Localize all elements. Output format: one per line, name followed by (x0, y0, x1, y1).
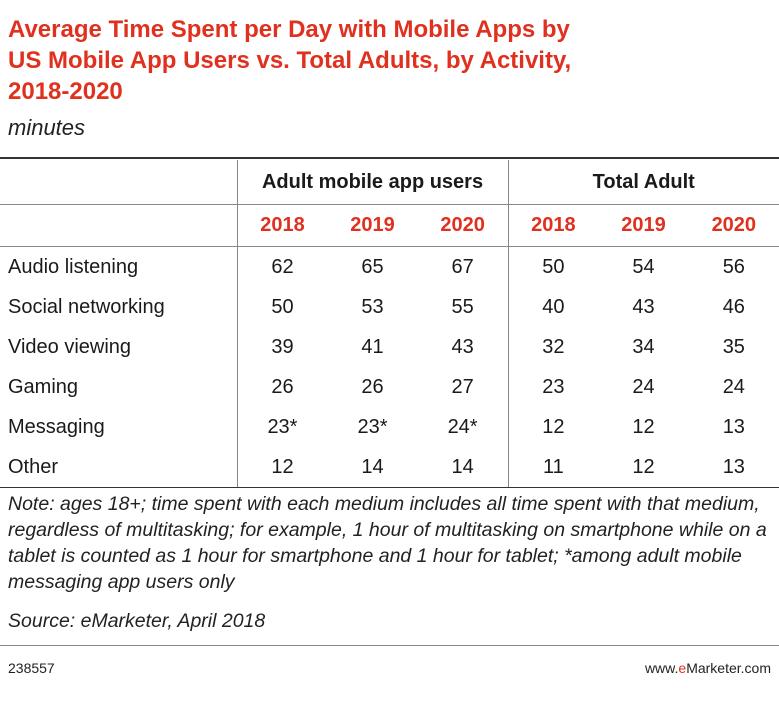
table-cell: 46 (722, 295, 745, 318)
year-header: 2020 (688, 204, 779, 247)
table-cell: 12 (236, 447, 328, 488)
year-header: 2018 (507, 204, 599, 247)
bottom-rule (0, 645, 779, 646)
table-cell: 26 (236, 367, 328, 407)
row-label: Messaging (8, 415, 105, 438)
table-cell: 13 (722, 415, 745, 438)
site-suffix: Marketer.com (686, 660, 771, 676)
table-row: Gaming 26 26 27 23 24 24 (0, 367, 779, 407)
chart-source: Source: eMarketer, April 2018 (8, 610, 266, 632)
table-cell: 55 (451, 295, 474, 318)
table-body: Audio listening 62 65 67 50 54 56 Social… (0, 246, 779, 488)
top-rule (0, 157, 779, 159)
table-cell: 12 (598, 447, 689, 488)
table-cell: 39 (236, 327, 328, 367)
chart-title-line: 2018-2020 (8, 78, 123, 105)
table-cell: 32 (507, 327, 599, 367)
table-row: Messaging 23* 23* 24* 12 12 13 (0, 407, 779, 447)
site-prefix: www. (644, 660, 679, 676)
table-cell: 23 (507, 367, 599, 407)
table-cell: 67 (451, 255, 474, 278)
corner-cell (0, 204, 238, 247)
data-table: Adult mobile app users Total Adult 2018 … (0, 160, 779, 488)
chart-title-line: US Mobile App Users vs. Total Adults, by… (8, 47, 572, 74)
table-cell: 23* (357, 415, 388, 438)
row-label: Audio listening (8, 255, 139, 278)
table-cell: 41 (361, 335, 384, 358)
table-cell: 26 (361, 375, 384, 398)
year-header: 2019 (598, 204, 689, 247)
table-cell: 12 (507, 407, 599, 447)
table-row: Social networking 50 53 55 40 43 46 (0, 287, 779, 327)
table-cell: 35 (722, 335, 745, 358)
table-cell: 24 (632, 375, 655, 398)
group-header-row: Adult mobile app users Total Adult (0, 160, 779, 205)
year-header: 2018 (236, 204, 328, 247)
group-header-adult-app-users: Adult mobile app users (236, 160, 508, 205)
year-header: 2019 (327, 204, 418, 247)
chart-subtitle: minutes (8, 115, 86, 140)
table-cell: 40 (507, 287, 599, 327)
row-label: Social networking (8, 295, 165, 318)
row-label: Video viewing (8, 335, 132, 358)
table-row: Video viewing 39 41 43 32 34 35 (0, 327, 779, 367)
group-header-total-adult: Total Adult (507, 160, 779, 205)
chart-title-line: Average Time Spent per Day with Mobile A… (8, 16, 570, 43)
table-cell: 34 (632, 335, 655, 358)
site-brand: e (678, 660, 687, 676)
table-cell: 11 (507, 447, 599, 488)
table-cell: 43 (632, 295, 655, 318)
table-cell: 13 (688, 447, 779, 488)
row-label: Other (0, 447, 238, 488)
table-cell: 14 (327, 447, 418, 488)
table-row: Other 12 14 14 11 12 13 (0, 447, 779, 488)
chart-title: Average Time Spent per Day with Mobile A… (8, 14, 768, 107)
row-label: Gaming (8, 375, 79, 398)
year-header: 2020 (417, 204, 508, 247)
table-cell: 43 (451, 335, 474, 358)
table-row: Audio listening 62 65 67 50 54 56 (0, 246, 779, 287)
table-cell: 62 (236, 246, 328, 287)
corner-cell (0, 160, 238, 205)
table-cell: 27 (451, 375, 474, 398)
year-header-row: 2018 2019 2020 2018 2019 2020 (0, 204, 779, 247)
table-cell: 12 (632, 415, 655, 438)
table-cell: 23* (236, 407, 328, 447)
table-cell: 14 (417, 447, 508, 488)
table-cell: 65 (361, 255, 384, 278)
table-cell: 50 (507, 246, 599, 287)
table-cell: 54 (632, 255, 655, 278)
table-cell: 24 (722, 375, 745, 398)
chart-id: 238557 (8, 660, 55, 676)
table-cell: 56 (722, 255, 745, 278)
chart-note: Note: ages 18+; time spent with each med… (8, 493, 767, 593)
site-link[interactable]: www.eMarketer.com (645, 660, 771, 676)
table-cell: 24* (447, 415, 478, 438)
table-cell: 53 (361, 295, 384, 318)
table-cell: 50 (236, 287, 328, 327)
